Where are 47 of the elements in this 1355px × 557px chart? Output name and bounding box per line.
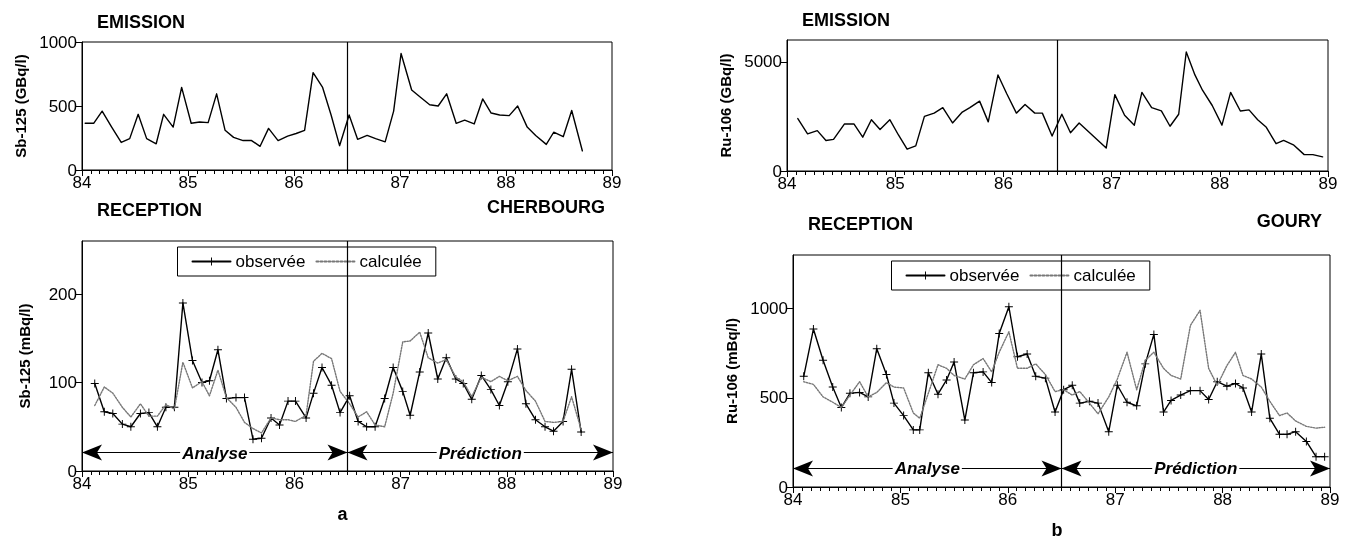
y-axis-title: Sb-125 (GBq/l): [12, 54, 30, 158]
x-tick-label: 87: [1102, 174, 1122, 193]
chart-subtitle: CHERBOURG: [487, 197, 606, 217]
y-tick-label: 5000: [744, 52, 782, 72]
legend-label: observée: [235, 252, 306, 271]
y-axis-title: Ru-106 (GBq/l): [717, 53, 735, 158]
y-tick-label: 500: [759, 388, 788, 408]
x-tick-label: 88: [1210, 174, 1230, 193]
y-tick-label: 100: [48, 373, 77, 393]
annotation: Prédiction: [438, 443, 522, 463]
annotation: Prédiction: [1154, 459, 1238, 479]
x-tick-label: 86: [284, 474, 304, 493]
x-tick-label: 89: [602, 173, 622, 192]
y-axis-title: Ru-106 (mBq/l): [723, 318, 741, 424]
x-tick-label: 86: [993, 174, 1013, 193]
x-tick-label: 88: [1213, 490, 1233, 509]
x-tick-label: 87: [391, 474, 411, 493]
y-tick-label: 200: [48, 284, 77, 304]
x-tick-label: 85: [178, 173, 198, 192]
y-tick-label: 1000: [750, 299, 788, 319]
legend-label: calculée: [1073, 266, 1136, 285]
annotation: Analyse: [181, 443, 248, 463]
x-tick-label: 85: [885, 174, 905, 193]
y-tick-label: 500: [48, 96, 77, 116]
x-tick-label: 88: [496, 173, 516, 192]
annotation: Analyse: [893, 459, 960, 479]
x-tick-label: 89: [603, 474, 623, 493]
chart-title: EMISSION: [802, 10, 891, 30]
x-tick-label: 86: [284, 173, 304, 192]
x-tick-label: 85: [890, 490, 910, 509]
x-tick-label: 88: [497, 474, 517, 493]
x-tick-label: 87: [390, 173, 410, 192]
chart-title: RECEPTION: [808, 214, 914, 234]
chart-subtitle: GOURY: [1256, 211, 1323, 231]
text: b: [1051, 520, 1063, 540]
chart-title: RECEPTION: [97, 200, 203, 220]
y-tick-label: 1000: [39, 32, 77, 52]
x-tick-label: 86: [998, 490, 1018, 509]
text: a: [337, 504, 349, 524]
x-tick-label: 89: [1320, 490, 1340, 509]
legend-label: observée: [949, 266, 1020, 285]
x-tick-label: 85: [178, 474, 198, 493]
x-tick-label: 89: [1318, 174, 1338, 193]
x-tick-label: 87: [1105, 490, 1125, 509]
chart-title: EMISSION: [97, 12, 186, 32]
y-axis-title: Sb-125 (mBq/l): [16, 303, 33, 409]
legend-label: calculée: [359, 252, 422, 271]
